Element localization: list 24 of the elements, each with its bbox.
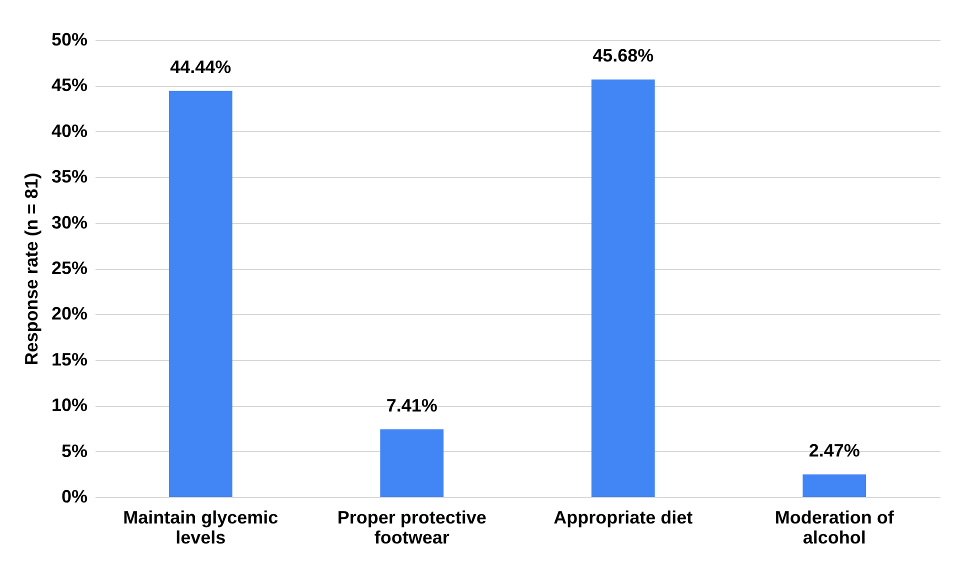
bar	[380, 429, 444, 497]
bar	[591, 79, 655, 497]
y-tick-label: 40%	[51, 120, 88, 141]
data-label: 44.44%	[170, 56, 232, 77]
x-tick-label: Proper protective footwear	[337, 508, 486, 548]
y-tick-label: 15%	[51, 349, 88, 370]
y-tick-label: 30%	[51, 212, 88, 232]
x-tick-label: Moderation of alcohol	[774, 508, 895, 548]
x-tick-label: Appropriate diet	[554, 508, 693, 528]
x-tick-label: Maintain glycemic levels	[123, 508, 278, 548]
data-label: 2.47%	[808, 440, 860, 460]
y-tick-label: 0%	[61, 486, 88, 506]
bar	[168, 90, 232, 497]
y-axis-title: Response rate (n = 81)	[21, 172, 42, 366]
y-tick-label: 5%	[61, 440, 88, 461]
y-tick-label: 25%	[51, 258, 88, 278]
data-label: 7.41%	[386, 395, 438, 416]
bar	[802, 474, 866, 497]
y-tick-label: 45%	[51, 75, 88, 96]
y-tick-label: 10%	[51, 395, 88, 416]
y-tick-label: 20%	[51, 304, 88, 324]
y-tick-label: 50%	[51, 30, 88, 50]
y-tick-label: 35%	[51, 166, 88, 187]
data-label: 45.68%	[592, 45, 654, 66]
